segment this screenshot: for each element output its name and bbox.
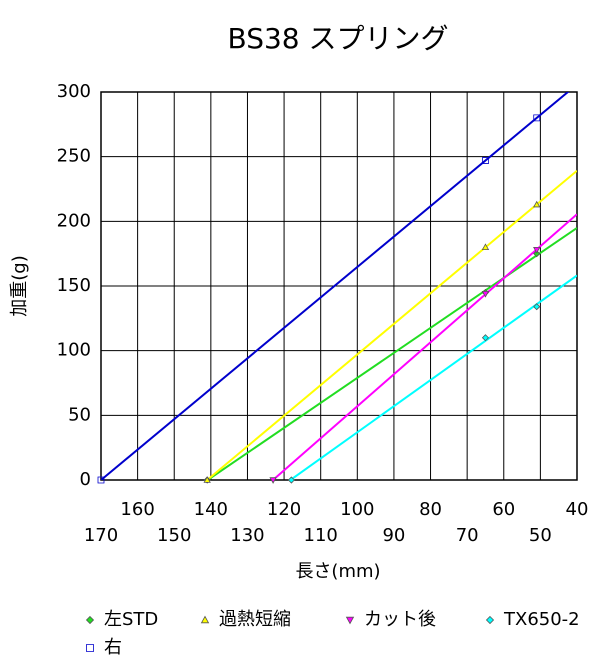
- trend-line: [289, 274, 577, 480]
- legend-entry: TX650-2: [485, 609, 580, 630]
- plot-area: [101, 92, 577, 480]
- x-axis-label: 長さ(mm): [295, 561, 380, 582]
- legend-marker: [85, 615, 95, 625]
- legend-marker: [86, 644, 94, 652]
- marker: [533, 250, 541, 258]
- y-tick-label: 100: [57, 340, 91, 361]
- legend-label: カット後: [364, 609, 436, 630]
- x-tick-label: 130: [230, 525, 264, 546]
- x-tick-label: 60: [492, 499, 515, 520]
- x-tick-label: 170: [84, 525, 118, 546]
- legend-entry: 過熱短縮: [200, 609, 291, 630]
- y-tick-label: 300: [57, 81, 91, 102]
- marker: [533, 246, 541, 254]
- marker: [533, 303, 541, 311]
- marker: [481, 290, 490, 298]
- y-axis-label: 加重(g): [9, 255, 30, 316]
- x-tick-label: 150: [157, 525, 191, 546]
- trend-line: [206, 169, 577, 480]
- marker: [533, 114, 541, 122]
- marker: [269, 477, 277, 484]
- legend-marker: [200, 615, 210, 624]
- y-tick-label: 0: [80, 469, 91, 490]
- legend-entry: カット後: [345, 609, 436, 630]
- trend-line: [101, 92, 570, 480]
- legend-label: TX650-2: [503, 609, 580, 630]
- trend-line: [272, 213, 577, 480]
- x-tick-label: 160: [120, 499, 154, 520]
- x-tick-label: 80: [419, 499, 442, 520]
- y-tick-label: 200: [57, 210, 91, 231]
- marker: [287, 476, 295, 484]
- x-tick-label: 90: [382, 525, 405, 546]
- x-tick-label: 110: [304, 525, 338, 546]
- legend-label: 過熱短縮: [219, 609, 291, 630]
- trend-line: [207, 227, 577, 480]
- x-tick-label: 140: [194, 499, 228, 520]
- y-tick-label: 150: [57, 275, 91, 296]
- marker: [97, 476, 105, 484]
- y-tick-label: 250: [57, 146, 91, 167]
- marker: [533, 200, 541, 208]
- x-tick-label: 50: [529, 525, 552, 546]
- legend-marker: [345, 616, 355, 625]
- legend-label: 右: [104, 637, 122, 658]
- x-tick-label: 100: [340, 499, 374, 520]
- plot-border: [100, 91, 578, 481]
- legend-entry: 左STD: [85, 609, 158, 630]
- marker: [482, 157, 489, 164]
- marker: [203, 476, 211, 483]
- y-tick-label: 50: [68, 404, 91, 425]
- legend-label: 左STD: [104, 609, 158, 630]
- marker: [481, 334, 490, 342]
- legend-entry: 右: [86, 637, 122, 658]
- x-tick-label: 120: [267, 499, 301, 520]
- marker: [481, 243, 490, 251]
- x-tick-label: 70: [456, 525, 479, 546]
- chart-title: BS38 スプリング: [227, 22, 448, 55]
- legend-marker: [485, 615, 495, 625]
- x-tick-label: 40: [566, 499, 589, 520]
